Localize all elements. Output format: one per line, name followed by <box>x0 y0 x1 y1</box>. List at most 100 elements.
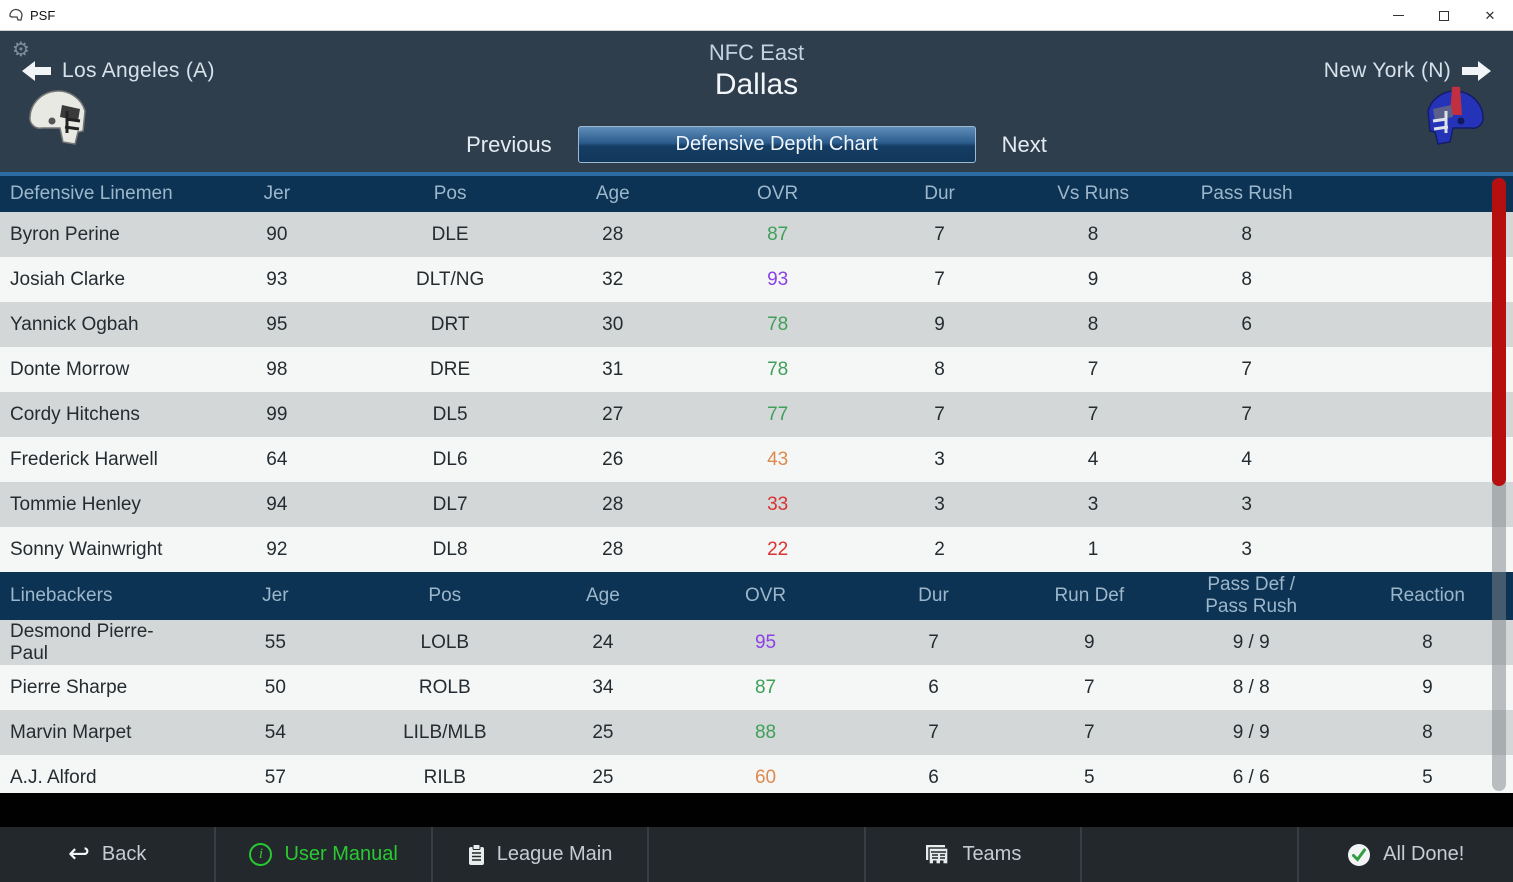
cell-jer: 93 <box>266 268 288 290</box>
next-chart-button[interactable]: Next <box>1001 131 1047 157</box>
check-icon <box>1348 843 1371 866</box>
table-row[interactable]: Frederick Harwell 64 DL6 26 43 3 4 4 <box>0 437 1513 482</box>
cell-age: 25 <box>592 766 614 788</box>
column-header: Pos <box>433 183 467 205</box>
cell-ovr: 60 <box>754 766 777 788</box>
cell-age: 32 <box>602 268 624 290</box>
minimize-button[interactable] <box>1375 0 1421 31</box>
cell-jer: 98 <box>266 358 288 380</box>
right-arrow-icon <box>1462 61 1491 81</box>
prev-team-nav[interactable]: Los Angeles (A) <box>22 59 215 83</box>
league-main-button[interactable]: League Main <box>430 827 647 882</box>
cell-pass-rush: 7 <box>1241 403 1252 425</box>
toolbar-spacer <box>647 827 863 882</box>
cell-name: Pierre Sharpe <box>10 676 128 698</box>
cell-jer: 55 <box>264 631 286 653</box>
table-row[interactable]: Donte Morrow 98 DRE 31 78 8 7 7 <box>0 347 1513 392</box>
page-header: ⚙ Los Angeles (A) NFC East Dallas Previo… <box>0 31 1513 176</box>
all-done-button[interactable]: All Done! <box>1296 827 1513 882</box>
table-row[interactable]: Pierre Sharpe 50 ROLB 34 87 6 7 8 / 8 9 <box>0 665 1513 710</box>
cell-vs-runs: 8 <box>1087 223 1099 245</box>
column-header: Pass Def / Pass Rush <box>1205 574 1298 617</box>
cell-jer: 99 <box>266 403 288 425</box>
table-row[interactable]: Yannick Ogbah 95 DRT 30 78 9 8 6 <box>0 302 1513 347</box>
table-row[interactable]: Byron Perine 90 DLE 28 87 7 8 8 <box>0 212 1513 257</box>
cell-age: 30 <box>602 313 624 335</box>
cell-ovr: 33 <box>767 493 789 515</box>
linebackers-header: Linebackers Jer Pos Age OVR Dur Run Def … <box>0 572 1513 620</box>
cell-age: 26 <box>602 448 624 470</box>
cell-jer: 54 <box>264 721 286 743</box>
cell-pass-def: 9 / 9 <box>1232 631 1270 653</box>
vertical-scrollbar[interactable] <box>1492 178 1506 791</box>
cell-name: Byron Perine <box>10 223 120 245</box>
previous-chart-button[interactable]: Previous <box>466 131 552 157</box>
cell-vs-runs: 9 <box>1087 268 1099 290</box>
table-row[interactable]: Sonny Wainwright 92 DL8 28 22 2 1 3 <box>0 527 1513 572</box>
cell-ovr: 78 <box>767 358 789 380</box>
cell-ovr: 88 <box>754 721 777 743</box>
cell-dur: 2 <box>934 538 945 560</box>
cell-ovr: 93 <box>767 268 789 290</box>
current-chart-button[interactable]: Defensive Depth Chart <box>577 126 976 163</box>
team-title: Dallas <box>714 68 799 101</box>
cell-pass-rush: 8 <box>1241 268 1252 290</box>
cell-reaction: 5 <box>1422 766 1433 788</box>
cell-vs-runs: 1 <box>1087 538 1099 560</box>
next-team-helmet-image <box>1419 81 1491 154</box>
cell-dur: 3 <box>934 493 945 515</box>
column-header: Jer <box>262 585 289 607</box>
column-header: Jer <box>263 183 291 205</box>
cell-name: Desmond Pierre-Paul <box>10 620 154 664</box>
cell-reaction: 8 <box>1422 721 1433 743</box>
cell-dur: 6 <box>928 676 939 698</box>
bottom-divider-strip <box>0 793 1513 827</box>
close-button[interactable]: ✕ <box>1467 0 1513 31</box>
cell-age: 28 <box>602 538 624 560</box>
cell-jer: 94 <box>266 493 288 515</box>
cell-ovr: 22 <box>767 538 789 560</box>
column-header: Dur <box>924 183 955 205</box>
column-header: Defensive Linemen <box>10 183 173 205</box>
cell-age: 28 <box>602 223 624 245</box>
maximize-button[interactable] <box>1421 0 1467 31</box>
user-manual-button[interactable]: i User Manual <box>214 827 430 882</box>
table-row[interactable]: Tommie Henley 94 DL7 28 33 3 3 3 <box>0 482 1513 527</box>
window-titlebar: PSF ✕ <box>0 0 1513 31</box>
close-icon: ✕ <box>1484 8 1496 23</box>
column-header: Reaction <box>1389 585 1465 607</box>
cell-pos: DRE <box>430 358 471 380</box>
bottom-toolbar: ↩ Back i User Manual League Main Teams A… <box>0 827 1513 882</box>
cell-dur: 7 <box>934 268 945 290</box>
scrollbar-thumb[interactable] <box>1492 178 1506 486</box>
app-helmet-icon <box>8 8 24 22</box>
next-team-nav[interactable]: New York (N) <box>1324 59 1491 83</box>
table-row[interactable]: Josiah Clarke 93 DLT/NG 32 93 7 9 8 <box>0 257 1513 302</box>
cell-ovr: 77 <box>767 403 789 425</box>
table-row[interactable]: Marvin Marpet 54 LILB/MLB 25 88 7 7 9 / 9 8 <box>0 710 1513 755</box>
cell-reaction: 8 <box>1422 631 1433 653</box>
prev-team-label: Los Angeles (A) <box>62 59 215 82</box>
cell-age: 24 <box>592 631 614 653</box>
defensive-linemen-header: Defensive Linemen Jer Pos Age OVR Dur Vs… <box>0 176 1513 212</box>
info-icon: i <box>249 843 273 866</box>
teams-button[interactable]: Teams <box>863 827 1080 882</box>
depth-chart-tables: Defensive Linemen Jer Pos Age OVR Dur Vs… <box>0 176 1513 793</box>
table-row[interactable]: Cordy Hitchens 99 DL5 27 77 7 7 7 <box>0 392 1513 437</box>
cell-name: Frederick Harwell <box>10 448 158 470</box>
cell-ovr: 87 <box>767 223 789 245</box>
cell-run-def: 7 <box>1084 721 1095 743</box>
column-header: Run Def <box>1054 585 1125 607</box>
settings-gear-icon[interactable]: ⚙ <box>12 39 30 61</box>
cell-name: Josiah Clarke <box>10 268 126 290</box>
back-button[interactable]: ↩ Back <box>68 837 147 868</box>
cell-age: 34 <box>592 676 614 698</box>
cell-pos: DL6 <box>432 448 468 470</box>
cell-vs-runs: 4 <box>1087 448 1099 470</box>
table-row[interactable]: A.J. Alford 57 RILB 25 60 6 5 6 / 6 5 <box>0 755 1513 793</box>
cell-name: A.J. Alford <box>10 766 97 788</box>
column-header: OVR <box>744 585 787 607</box>
defensive-linemen-body: Byron Perine 90 DLE 28 87 7 8 8 Josiah Clarke 93 D… <box>0 212 1513 572</box>
left-arrow-icon <box>22 61 51 81</box>
table-row[interactable]: Desmond Pierre-Paul 55 LOLB 24 95 7 9 9 / 9 8 <box>0 620 1513 665</box>
